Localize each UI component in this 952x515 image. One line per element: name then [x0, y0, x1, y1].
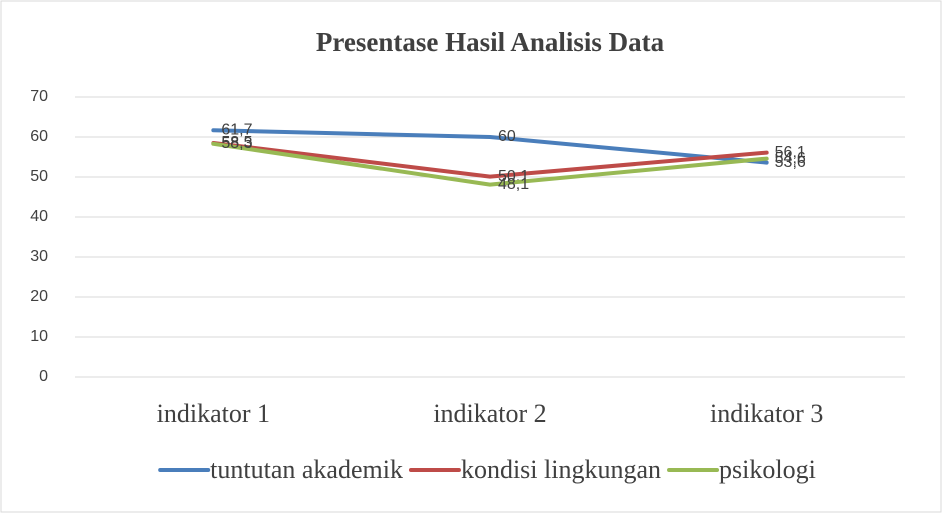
legend-label: psikologi — [719, 455, 816, 484]
y-tick-label: 50 — [30, 168, 48, 185]
chart-title: Presentase Hasil Analisis Data — [316, 27, 665, 57]
legend-label: tuntutan akademik — [210, 455, 403, 484]
series-line — [211, 128, 769, 165]
series-line — [211, 141, 769, 179]
data-label: 61,7 — [221, 121, 252, 138]
y-tick-label: 10 — [30, 328, 48, 345]
series-line — [211, 141, 769, 187]
y-tick-label: 0 — [39, 368, 48, 385]
y-tick-label: 20 — [30, 288, 48, 305]
data-label: 60 — [498, 128, 516, 145]
x-tick-label: indikator 1 — [157, 399, 270, 428]
data-label: 56,1 — [775, 144, 806, 161]
data-label: 54,6 — [775, 150, 806, 167]
x-tick-label: indikator 2 — [433, 399, 546, 428]
y-tick-label: 30 — [30, 248, 48, 265]
data-label: 48,1 — [498, 176, 529, 193]
legend-label: kondisi lingkungan — [461, 455, 661, 484]
data-label: 58,3 — [221, 135, 252, 152]
y-tick-label: 40 — [30, 208, 48, 225]
y-tick-label: 70 — [30, 88, 48, 105]
x-tick-label: indikator 3 — [710, 399, 823, 428]
data-label: 53,6 — [775, 154, 806, 171]
y-tick-label: 60 — [30, 128, 48, 145]
